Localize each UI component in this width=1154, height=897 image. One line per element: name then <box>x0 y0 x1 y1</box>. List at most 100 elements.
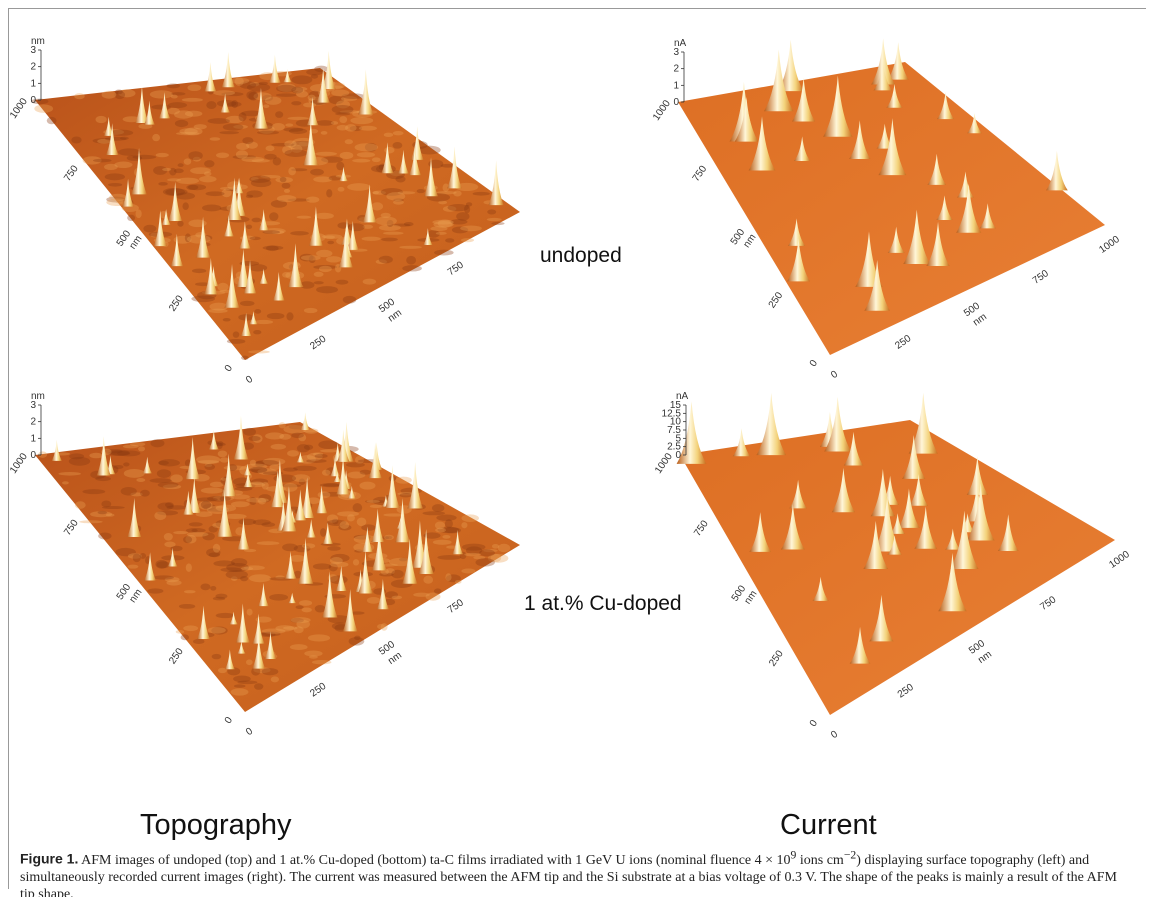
texture <box>236 142 250 151</box>
texture <box>432 219 454 225</box>
peak <box>873 59 893 91</box>
peak <box>950 510 979 569</box>
texture <box>255 460 265 468</box>
texture <box>306 497 321 504</box>
peak <box>216 489 233 537</box>
texture <box>211 653 222 660</box>
z-tick-label: 0 <box>30 450 36 461</box>
texture <box>188 522 203 527</box>
texture <box>217 667 227 674</box>
peak <box>259 268 269 284</box>
texture <box>378 255 393 264</box>
peak <box>873 495 901 552</box>
texture <box>257 468 278 475</box>
texture <box>336 124 349 131</box>
texture <box>222 123 244 131</box>
texture <box>326 514 339 523</box>
y-tick-label: 1000 <box>651 98 673 123</box>
texture <box>226 338 246 344</box>
texture <box>220 477 227 481</box>
texture <box>329 557 343 565</box>
peak <box>195 216 211 258</box>
z-tick-label: 0 <box>675 450 681 461</box>
texture <box>321 156 343 163</box>
texture <box>479 549 495 557</box>
texture <box>183 590 196 594</box>
texture <box>202 503 216 510</box>
peak <box>51 439 62 461</box>
peak <box>887 535 902 555</box>
texture <box>355 455 365 465</box>
texture <box>413 592 430 597</box>
texture <box>379 572 394 577</box>
peak <box>243 470 253 488</box>
texture <box>154 511 167 521</box>
texture <box>296 444 310 453</box>
texture <box>109 193 127 202</box>
y-tick-label: 0 <box>808 718 820 729</box>
z-unit: nm <box>31 391 45 402</box>
peak <box>204 257 218 295</box>
texture <box>249 459 257 466</box>
texture <box>152 575 174 580</box>
z-tick-label: 10 <box>670 417 682 428</box>
texture <box>292 474 311 483</box>
y-tick-label: 250 <box>767 290 786 310</box>
texture <box>313 264 338 270</box>
texture <box>248 482 266 488</box>
texture <box>291 101 302 106</box>
peak <box>142 456 152 474</box>
peak <box>418 529 434 575</box>
texture <box>442 534 451 539</box>
texture <box>279 433 291 440</box>
texture <box>276 84 297 93</box>
texture <box>186 532 209 537</box>
peak <box>303 119 319 166</box>
y-tick-label: 250 <box>767 648 786 668</box>
texture <box>169 167 177 176</box>
texture <box>202 204 222 212</box>
peak <box>887 226 905 253</box>
texture <box>346 462 365 468</box>
texture <box>284 149 308 157</box>
peak <box>131 147 147 195</box>
peak <box>299 477 315 519</box>
texture <box>366 597 381 604</box>
texture <box>149 90 174 99</box>
y-tick-label: 750 <box>692 518 711 538</box>
peak <box>306 96 319 126</box>
texture <box>279 176 287 183</box>
texture <box>207 495 231 502</box>
texture <box>337 222 351 229</box>
texture <box>423 575 434 584</box>
row-label: undoped <box>540 244 622 267</box>
texture <box>402 265 422 272</box>
texture <box>291 75 313 85</box>
texture <box>62 481 69 485</box>
texture <box>271 122 285 131</box>
texture <box>143 224 157 233</box>
texture <box>399 492 412 498</box>
texture <box>233 124 248 129</box>
texture <box>184 233 191 243</box>
texture <box>196 455 221 464</box>
texture <box>275 176 293 183</box>
peak <box>843 431 864 466</box>
texture <box>288 555 306 562</box>
texture <box>97 138 112 144</box>
peak <box>824 396 852 452</box>
texture <box>258 494 272 503</box>
texture <box>82 489 106 495</box>
peak <box>321 571 338 618</box>
peak <box>153 210 167 247</box>
peak <box>878 118 907 176</box>
texture <box>92 138 115 144</box>
texture <box>385 535 393 540</box>
texture <box>483 548 498 553</box>
texture <box>202 532 215 541</box>
caption-part: ions cm <box>796 852 844 868</box>
texture <box>349 611 365 615</box>
texture <box>435 527 446 533</box>
peak <box>864 259 890 311</box>
texture <box>239 81 257 89</box>
